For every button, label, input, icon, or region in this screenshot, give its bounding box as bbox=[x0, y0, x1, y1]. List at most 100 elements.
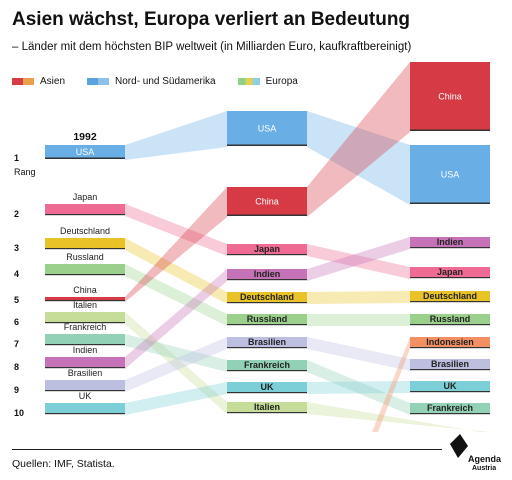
legend-label-asien: Asien bbox=[40, 76, 66, 87]
baseline-japan-2008 bbox=[227, 254, 307, 256]
bar-russland-1992 bbox=[45, 264, 125, 274]
label-usa-2008: USA bbox=[258, 124, 277, 134]
label-japan-2008: Japan bbox=[254, 244, 280, 254]
bar-frankreich-2020 bbox=[410, 403, 490, 413]
link-indonesien-entry bbox=[372, 337, 410, 432]
baseline-italien-1992 bbox=[45, 322, 125, 324]
link-usa-2008-2020 bbox=[307, 111, 410, 205]
baseline-indien-2020 bbox=[410, 247, 490, 249]
baseline-japan-1992 bbox=[45, 214, 125, 216]
rank-label-4: 4 bbox=[14, 269, 19, 279]
baseline-italien-2008 bbox=[227, 412, 307, 414]
label-uk-2020: UK bbox=[444, 381, 457, 391]
link-deutschland-2008-2020 bbox=[307, 291, 410, 304]
link-italien-1992-2008 bbox=[125, 312, 227, 414]
link-indien-2008-2020 bbox=[307, 237, 410, 281]
year-label-1992: 1992 bbox=[73, 131, 97, 143]
bar-brasilien-1992 bbox=[45, 380, 125, 390]
baseline-china-1992 bbox=[45, 300, 125, 302]
baseline-uk-2020 bbox=[410, 391, 490, 393]
logo-text-line1: Agenda bbox=[468, 454, 502, 464]
baseline-frankreich-1992 bbox=[45, 344, 125, 346]
baseline-frankreich-2008 bbox=[227, 370, 307, 372]
link-russland-2008-2020 bbox=[307, 314, 410, 326]
label-uk-1992: UK bbox=[79, 391, 92, 401]
label-frankreich-1992: Frankreich bbox=[64, 322, 107, 332]
bar-frankreich-1992 bbox=[45, 334, 125, 344]
baseline-uk-1992 bbox=[45, 413, 125, 415]
footer-rule bbox=[12, 449, 442, 450]
label-frankreich-2020: Frankreich bbox=[427, 403, 473, 413]
baseline-deutschland-2020 bbox=[410, 301, 490, 303]
label-japan-1992: Japan bbox=[73, 192, 98, 202]
bar-russland-2008 bbox=[227, 314, 307, 324]
label-frankreich-2008: Frankreich bbox=[244, 360, 290, 370]
bar-japan-2008 bbox=[227, 244, 307, 254]
rank-label-8: 8 bbox=[14, 362, 19, 372]
link-brasilien-2008-2020 bbox=[307, 337, 410, 371]
label-usa-2020: USA bbox=[441, 170, 460, 180]
rank-label-6: 6 bbox=[14, 317, 19, 327]
link-usa-1992-2008 bbox=[125, 111, 227, 160]
bar-deutschland-2020 bbox=[410, 291, 490, 301]
bar-china-1992 bbox=[45, 297, 125, 300]
label-china-2008: China bbox=[255, 197, 279, 207]
baseline-russland-1992 bbox=[45, 274, 125, 276]
legend-swatch-europa bbox=[237, 78, 260, 85]
label-deutschland-2020: Deutschland bbox=[423, 291, 477, 301]
baseline-usa-1992 bbox=[45, 157, 125, 159]
link-japan-1992-2008 bbox=[125, 204, 227, 256]
label-uk-2008: UK bbox=[261, 382, 274, 392]
baseline-china-2008 bbox=[227, 214, 307, 216]
bar-deutschland-1992 bbox=[45, 238, 125, 248]
chart-title: Asien wächst, Europa verliert an Bedeutu… bbox=[12, 9, 411, 30]
label-indonesien-2020: Indonesien bbox=[426, 337, 474, 347]
source-note: Quellen: IMF, Statista. bbox=[12, 458, 115, 470]
rank-label-10: 10 bbox=[14, 408, 24, 418]
link-brasilien-1992-2008 bbox=[125, 337, 227, 392]
baseline-deutschland-1992 bbox=[45, 248, 125, 250]
label-russland-2008: Russland bbox=[247, 314, 288, 324]
baseline-indien-1992 bbox=[45, 367, 125, 369]
bar-uk-2020 bbox=[410, 381, 490, 391]
link-italien-exit bbox=[307, 402, 490, 432]
baseline-usa-2008 bbox=[227, 144, 307, 146]
label-brasilien-2020: Brasilien bbox=[431, 359, 469, 369]
link-indien-1992-2008 bbox=[125, 269, 227, 369]
baseline-brasilien-2020 bbox=[410, 369, 490, 371]
bar-brasilien-2008 bbox=[227, 337, 307, 347]
bar-indien-1992 bbox=[45, 357, 125, 367]
bar-indien-2020 bbox=[410, 237, 490, 247]
link-frankreich-1992-2008 bbox=[125, 334, 227, 372]
bar-usa-2008 bbox=[227, 111, 307, 145]
legend-item-europa: Europa bbox=[237, 76, 298, 87]
baseline-brasilien-2008 bbox=[227, 347, 307, 349]
bar-usa-1992 bbox=[45, 145, 125, 158]
bar-japan-1992 bbox=[45, 204, 125, 214]
rank-label-5: 5 bbox=[14, 295, 19, 305]
links bbox=[125, 62, 490, 432]
bar-indonesien-2020 bbox=[410, 337, 490, 347]
link-deutschland-1992-2008 bbox=[125, 238, 227, 304]
baseline-russland-2020 bbox=[410, 324, 490, 326]
label-deutschland-2008: Deutschland bbox=[240, 292, 294, 302]
baseline-indonesien-2020 bbox=[410, 347, 490, 349]
legend-swatch-asien bbox=[12, 78, 34, 85]
label-china-1992: China bbox=[73, 285, 97, 295]
legend-swatch-amerika bbox=[87, 78, 110, 85]
bars: USA USA USA Japan Japan Japan Deutschland Deuts… bbox=[45, 62, 490, 415]
label-indien-2020: Indien bbox=[437, 237, 464, 247]
baseline-uk-2008 bbox=[227, 392, 307, 394]
bar-deutschland-2008 bbox=[227, 292, 307, 302]
bar-indien-2008 bbox=[227, 269, 307, 279]
bar-russland-2020 bbox=[410, 314, 490, 324]
logo-text-line2: Austria bbox=[472, 465, 497, 472]
label-china-2020: China bbox=[438, 92, 462, 102]
bar-frankreich-2008 bbox=[227, 360, 307, 370]
link-russland-1992-2008 bbox=[125, 264, 227, 326]
link-china-2008-2020 bbox=[307, 62, 410, 217]
link-uk-2008-2020 bbox=[307, 381, 410, 394]
label-russland-1992: Russland bbox=[66, 252, 104, 262]
bar-japan-2020 bbox=[410, 267, 490, 277]
